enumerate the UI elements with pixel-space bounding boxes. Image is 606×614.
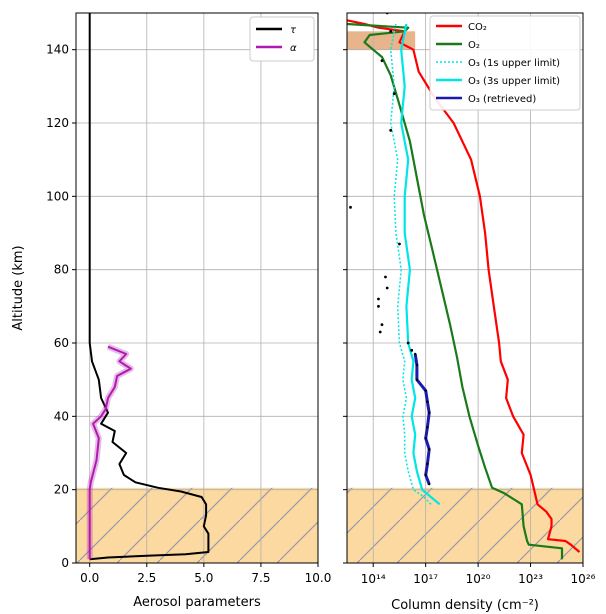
scatter-point [377,297,380,301]
right-xtick-label: 10¹⁴ [361,572,386,586]
scatter-point [384,275,387,279]
o3-retrieved-line [413,353,431,485]
left-ytick-label: 20 [54,483,69,497]
column-density-panel: 10¹⁴ 10¹⁷ 10²⁰ 10²³ 10²⁶ Column density (cm⁻… [343,12,596,613]
scatter-point [389,29,393,33]
scatter-point [392,92,396,96]
scatter-point [349,205,352,209]
left-ytick-label: 0 [61,556,69,570]
alpha-line [88,345,132,560]
right-legend-label: O₂ [468,40,480,51]
left-xtick-label: 10.0 [305,571,332,585]
right-xtick-label: 10¹⁷ [413,572,438,586]
left-xtick-label: 2.5 [137,571,156,585]
right-legend-label: O₃ (1s upper limit) [468,58,560,69]
right-legend: CO₂ O₂ O₃ (1s upper limit) O₃ (3s upper lim… [429,15,581,111]
upper-shading [347,31,416,50]
right-legend-label: O₃ (retrieved) [468,94,536,105]
left-ytick-label: 80 [54,263,69,277]
left-ytick-label: 120 [46,116,69,130]
retrieved-point [427,411,431,414]
left-xtick-label: 7.5 [251,571,270,585]
o2-line [347,22,564,560]
left-legend-label: α [290,43,297,54]
scatter-point [406,341,410,345]
right-legend-label: CO₂ [468,22,487,33]
left-ylabel: Altitude (km) [11,245,26,330]
o3-1s-line [389,23,432,505]
surface-hatch [347,487,583,563]
scatter-point [380,323,384,327]
scatter-point [385,286,389,290]
left-xtick-label: 0.0 [80,571,99,585]
right-xtick-label: 10²⁰ [466,572,491,586]
scatter-point [377,304,380,308]
left-xtick-label: 5.0 [194,571,213,585]
right-legend-label: O₃ (3s upper limit) [468,76,560,87]
retrieved-point [415,378,419,381]
surface-hatch [76,487,318,563]
retrieved-point [424,473,427,477]
scatter-point [380,59,384,63]
retrieved-point [426,462,429,466]
left-xlabel: Aerosol parameters [133,595,261,610]
right-xlabel: Column density (cm⁻²) [391,598,539,613]
tau-line [88,13,210,561]
retrieved-point [424,437,427,440]
left-legend-box [249,16,315,62]
left-ytick-label: 40 [54,409,69,423]
left-ytick-label: 100 [46,189,69,203]
left-legend: τα [249,16,315,62]
retrieved-point [427,448,431,451]
retrieved-point [426,426,429,429]
right-legend-box [429,15,581,111]
retrieved-point [427,482,431,486]
retrieved-point [413,352,417,356]
scatter-point [398,242,401,246]
aerosol-panel: 0.0 2.5 5.0 7.5 10.0 0 20 40 60 80 100 120 140 Aeros… [11,12,332,610]
right-xtick-label: 10²⁶ [571,572,596,586]
co2-line [347,19,581,553]
scatter-point [378,330,382,334]
left-legend-label: τ [290,25,297,36]
retrieved-point [426,400,429,403]
retrieved-point [424,389,427,392]
left-ytick-label: 140 [46,43,69,57]
scatter-point [389,128,393,132]
scatter-point [410,348,414,352]
o3-3s-line [400,23,441,506]
right-xtick-label: 10²³ [518,572,543,586]
left-ytick-label: 60 [54,336,69,350]
retrieved-point [415,363,419,367]
